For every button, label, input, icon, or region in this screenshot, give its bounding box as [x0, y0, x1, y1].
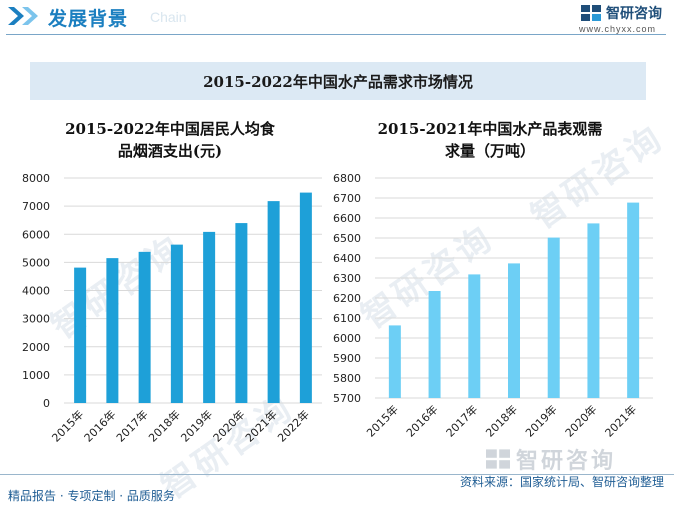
left-x-tick-label: 2022年 — [275, 407, 312, 444]
right-y-tick-label: 6500 — [333, 232, 361, 245]
right-x-tick-label: 2019年 — [522, 402, 559, 439]
left-y-tick-label: 8000 — [22, 172, 50, 185]
left-y-tick-label: 1000 — [22, 369, 50, 382]
left-chart-title: 2015-2022年中国居民人均食 品烟酒支出(元) — [20, 118, 320, 162]
data-source: 资料来源：国家统计局、智研咨询整理 — [459, 475, 664, 489]
header-divider — [6, 34, 666, 35]
left-y-tick-label: 6000 — [22, 228, 50, 241]
left-y-tick-label: 7000 — [22, 200, 50, 213]
right-y-tick-label: 5900 — [333, 352, 361, 365]
brand-logo-icon — [581, 5, 601, 21]
right-x-tick-label: 2015年 — [364, 402, 401, 439]
right-bar — [388, 325, 401, 398]
double-chevron-icon — [8, 7, 38, 25]
brand-name: 智研咨询 — [606, 6, 662, 22]
section-title: 发展背景 — [48, 8, 129, 30]
brand: 智研咨询 — [581, 4, 662, 22]
left-y-tick-label: 2000 — [22, 341, 50, 354]
right-bar — [428, 291, 441, 398]
footer-logo-icon — [486, 449, 510, 469]
left-bar — [74, 267, 87, 403]
right-bar — [627, 202, 640, 398]
banner-title: 2015-2022年中国水产品需求市场情况 — [203, 72, 473, 91]
right-y-tick-label: 6700 — [333, 192, 361, 205]
left-chart-title-line1: 2015-2022年中国居民人均食 — [65, 120, 275, 138]
footer-logo: 智研咨询 — [486, 446, 656, 474]
left-x-tick-label: 2021年 — [242, 407, 279, 444]
left-chart-title-line2: 品烟酒支出(元) — [117, 142, 223, 160]
left-x-tick-label: 2017年 — [113, 407, 150, 444]
right-bar — [547, 237, 560, 398]
right-y-tick-label: 6400 — [333, 252, 361, 265]
right-y-tick-label: 6200 — [333, 292, 361, 305]
right-chart-title: 2015-2021年中国水产品表观需 求量（万吨） — [340, 118, 640, 162]
left-y-tick-label: 0 — [43, 397, 50, 410]
left-x-tick-label: 2019年 — [178, 407, 215, 444]
right-bar — [468, 274, 481, 398]
header-bar: 发展背景 Chain 智研咨询 www.chyxx.com — [0, 0, 674, 42]
right-x-tick-label: 2020年 — [562, 402, 599, 439]
left-bar — [170, 244, 183, 403]
left-x-tick-label: 2020年 — [210, 407, 247, 444]
left-bar — [106, 258, 119, 403]
right-x-tick-label: 2017年 — [443, 402, 480, 439]
right-bar — [508, 263, 520, 398]
left-bar — [299, 192, 312, 403]
right-x-tick-label: 2021年 — [602, 402, 639, 439]
right-bar — [587, 223, 600, 398]
right-chart-title-line1: 2015-2021年中国水产品表观需 — [377, 120, 603, 138]
right-chart-title-line2: 求量（万吨） — [444, 142, 535, 160]
left-bar — [138, 251, 151, 403]
right-y-tick-label: 6000 — [333, 332, 361, 345]
footer-logo-text: 智研咨询 — [516, 449, 617, 474]
right-y-tick-label: 6800 — [333, 172, 361, 185]
left-x-tick-label: 2015年 — [49, 407, 86, 444]
left-bar — [235, 223, 248, 403]
brand-url: www.chyxx.com — [578, 24, 656, 34]
left-y-tick-label: 3000 — [22, 313, 50, 326]
left-y-tick-label: 5000 — [22, 256, 50, 269]
right-x-tick-label: 2016年 — [403, 402, 440, 439]
footer-divider — [0, 474, 674, 475]
left-y-tick-label: 4000 — [22, 285, 50, 298]
right-y-tick-label: 6300 — [333, 272, 361, 285]
left-x-tick-label: 2016年 — [81, 407, 118, 444]
right-y-tick-label: 6600 — [333, 212, 361, 225]
section-subtitle: Chain — [150, 9, 187, 25]
right-y-tick-label: 5700 — [333, 392, 361, 405]
right-y-tick-label: 5800 — [333, 372, 361, 385]
left-bar — [267, 201, 280, 403]
right-x-tick-label: 2018年 — [483, 402, 520, 439]
left-bar — [203, 231, 216, 403]
chart-banner: 2015-2022年中国水产品需求市场情况 — [30, 62, 646, 100]
right-y-tick-label: 6100 — [333, 312, 361, 325]
footer-tagline: 精品报告 · 专项定制 · 品质服务 — [8, 489, 175, 503]
left-x-tick-label: 2018年 — [146, 407, 183, 444]
